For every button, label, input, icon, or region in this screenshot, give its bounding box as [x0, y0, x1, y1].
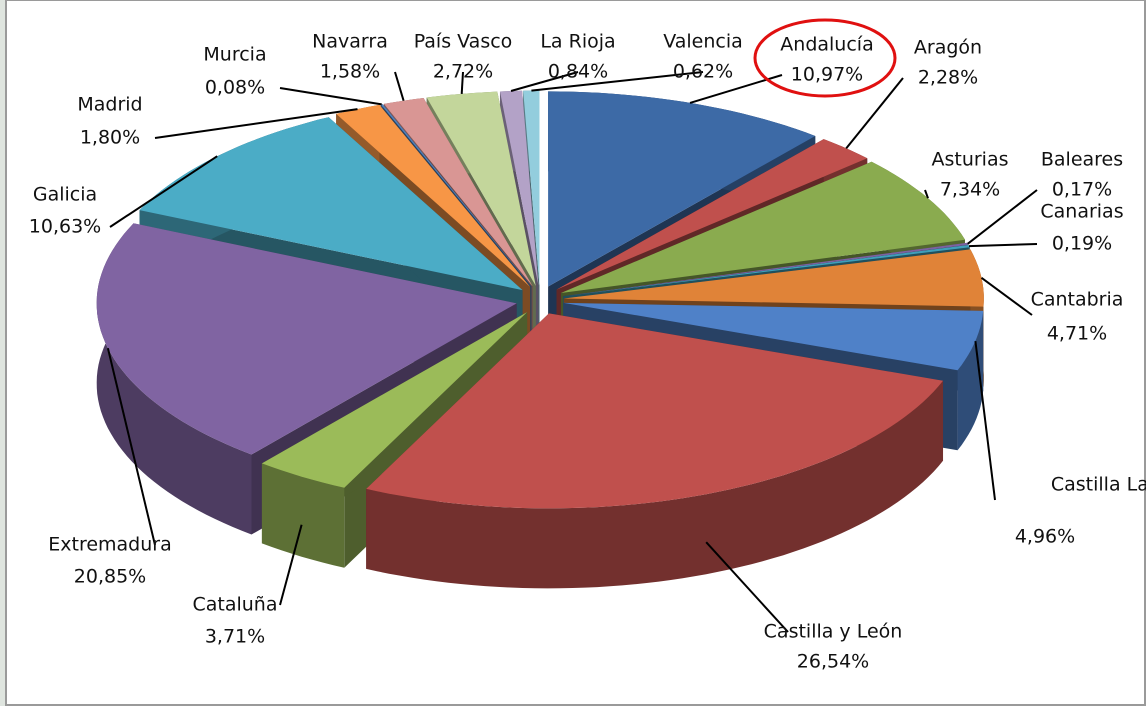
- leader-line: [968, 243, 1038, 248]
- slice-side: [261, 463, 345, 568]
- value-label: 20,85%: [74, 566, 146, 588]
- slice: [563, 249, 984, 307]
- slice: [261, 312, 528, 488]
- slice: [560, 161, 965, 294]
- highlight-ellipse: [753, 18, 897, 98]
- category-label: La Rioja: [540, 31, 615, 53]
- value-label: 2,72%: [433, 61, 493, 83]
- value-label: 10,97%: [791, 64, 863, 86]
- category-label: Madrid: [77, 94, 142, 116]
- value-label: 0,08%: [205, 77, 265, 99]
- slice: [563, 242, 969, 297]
- value-label: 1,80%: [80, 127, 140, 149]
- category-label: Cantabria: [1031, 289, 1124, 311]
- slice: [366, 313, 943, 509]
- slice-side: [366, 380, 943, 589]
- category-label: Castilla y León: [764, 621, 903, 643]
- category-label: País Vasco: [414, 31, 513, 53]
- value-label: 0,84%: [548, 61, 608, 83]
- category-label: Baleares: [1041, 149, 1123, 171]
- value-label: 26,54%: [797, 651, 869, 673]
- category-label: Extremadura: [48, 534, 172, 556]
- leader-line: [154, 108, 358, 139]
- leader-line: [531, 71, 704, 92]
- category-label: Asturias: [931, 149, 1008, 171]
- leader-line: [279, 524, 303, 606]
- leader-line: [510, 71, 579, 92]
- pie: [96, 90, 984, 589]
- leader-line: [109, 155, 218, 228]
- leader-line: [845, 77, 904, 150]
- leader-line: [394, 71, 405, 101]
- value-label: 4,71%: [1047, 323, 1107, 345]
- leader-line: [974, 340, 996, 501]
- value-label: 0,17%: [1052, 179, 1112, 201]
- category-label: Valencia: [663, 31, 743, 53]
- category-label: Navarra: [312, 31, 388, 53]
- slice: [139, 117, 523, 291]
- slice: [523, 90, 540, 286]
- slice: [426, 91, 536, 286]
- value-label: 2,28%: [918, 67, 978, 89]
- category-label: Andalucía: [780, 34, 873, 56]
- category-label: Aragón: [914, 37, 982, 59]
- value-label: 0,19%: [1052, 233, 1112, 255]
- category-label: Murcia: [203, 44, 266, 66]
- leader-line: [967, 189, 1038, 245]
- slice: [556, 139, 868, 290]
- leader-line: [460, 71, 464, 94]
- value-label: 3,71%: [205, 626, 265, 648]
- slice: [563, 245, 970, 297]
- slice: [336, 104, 531, 287]
- leader-line: [279, 87, 382, 106]
- slice: [548, 91, 816, 287]
- value-label: 7,34%: [940, 179, 1000, 201]
- value-label: 1,58%: [320, 61, 380, 83]
- leader-line: [924, 189, 929, 199]
- category-label: Galicia: [33, 184, 97, 206]
- category-label: Canarias: [1040, 201, 1123, 223]
- category-label: Cataluña: [192, 594, 277, 616]
- category-label: Castilla La Mancha: [1051, 474, 1146, 496]
- slice: [500, 90, 539, 286]
- value-label: 4,96%: [1015, 526, 1075, 548]
- leader-line: [106, 347, 156, 546]
- leader-line: [705, 541, 789, 633]
- slice: [383, 98, 533, 287]
- leader-line: [980, 276, 1033, 316]
- value-label: 0,62%: [673, 61, 733, 83]
- value-label: 10,63%: [29, 216, 101, 238]
- slice: [563, 302, 984, 371]
- slice: [96, 223, 517, 455]
- slice-side: [96, 223, 252, 535]
- labels: Andalucía 10,97% Aragón 2,28% Asturias 7,34% B…: [29, 31, 1146, 673]
- slice: [380, 104, 532, 287]
